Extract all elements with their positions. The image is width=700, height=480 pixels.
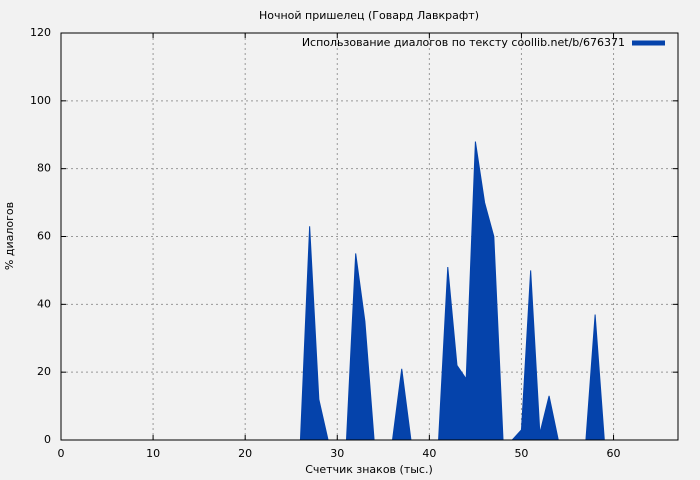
plot-frame <box>60 32 679 441</box>
x-tick-label: 60 <box>607 447 621 460</box>
y-axis-label: % диалогов <box>3 202 16 270</box>
legend-label: Использование диалогов по тексту coollib… <box>302 36 625 49</box>
x-tick-label: 50 <box>514 447 528 460</box>
chart-title: Ночной пришелец (Говард Лавкрафт) <box>259 9 479 22</box>
y-tick-label: 80 <box>37 162 51 175</box>
x-axis-label: Счетчик знаков (тыс.) <box>305 463 433 476</box>
y-tick-label: 120 <box>30 26 51 39</box>
y-tick-label: 40 <box>37 297 51 310</box>
x-tick-label: 20 <box>238 447 252 460</box>
y-tick-label: 0 <box>44 433 51 446</box>
y-tick-label: 20 <box>37 365 51 378</box>
y-tick-label: 100 <box>30 94 51 107</box>
x-tick-label: 40 <box>422 447 436 460</box>
x-tick-label: 10 <box>146 447 160 460</box>
y-tick-label: 60 <box>37 230 51 243</box>
x-tick-label: 30 <box>330 447 344 460</box>
area <box>61 141 669 441</box>
x-tick-label: 0 <box>58 447 65 460</box>
